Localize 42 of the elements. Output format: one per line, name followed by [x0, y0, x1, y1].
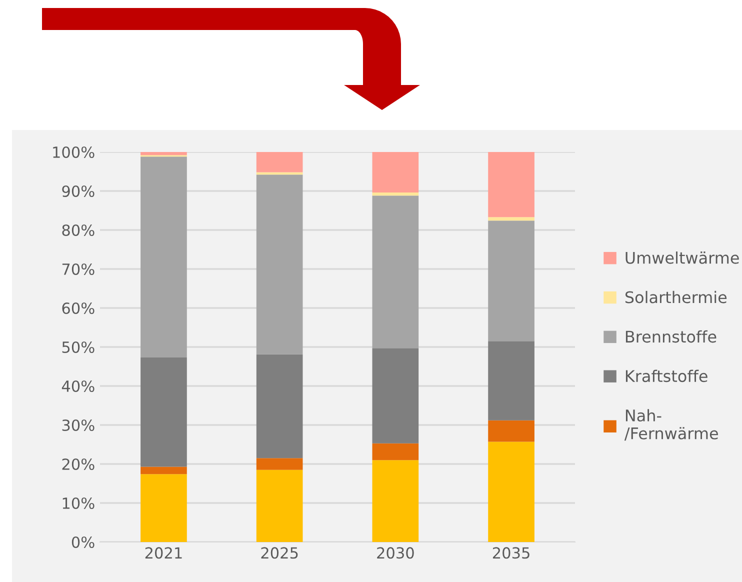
y-tick-label: 100%: [53, 146, 94, 158]
x-tick-label: 2030: [377, 547, 414, 559]
x-tick-label: 2035: [492, 547, 530, 559]
bar: [256, 174, 303, 354]
y-tick-label: 10%: [62, 497, 94, 510]
y-tick-label: 20%: [62, 458, 94, 470]
x-tick-label: 2025: [261, 547, 298, 559]
legend-label: Kraftstoffe: [626, 370, 708, 382]
bar: [488, 152, 534, 218]
y-tick-label: 80%: [62, 224, 94, 236]
legend-label: Umweltwärme: [626, 251, 739, 264]
bar: [256, 354, 303, 458]
y-tick-label: 40%: [62, 380, 94, 392]
legend-label: Brennstoffe: [626, 330, 716, 343]
bar: [372, 196, 419, 348]
bar: [256, 470, 303, 542]
bar: [488, 341, 534, 420]
bar: [488, 220, 534, 342]
bar: [488, 442, 534, 542]
bar: [256, 152, 303, 172]
y-tick-label: 50%: [62, 341, 94, 354]
legend-label: Solarthermie: [625, 290, 727, 304]
bar: [488, 217, 534, 221]
bar: [140, 152, 187, 156]
y-tick-label: 90%: [62, 185, 94, 198]
bar: [372, 192, 419, 196]
bar: [256, 458, 303, 470]
bar: [372, 443, 419, 460]
bar: [372, 152, 419, 193]
y-tick-label: 30%: [62, 419, 94, 432]
legend-label: Nah- /Fernwärme: [624, 409, 718, 441]
y-tick-label: 60%: [62, 302, 94, 314]
y-tick-label: 70%: [62, 263, 94, 276]
bar: [140, 474, 187, 542]
bar: [140, 466, 187, 474]
x-tick-label: 2021: [145, 547, 182, 559]
bar: [488, 420, 534, 442]
bar: [372, 460, 419, 542]
y-tick-label: 0%: [72, 536, 94, 548]
bar: [140, 156, 187, 358]
bar: [140, 358, 187, 467]
bar: [372, 348, 419, 444]
